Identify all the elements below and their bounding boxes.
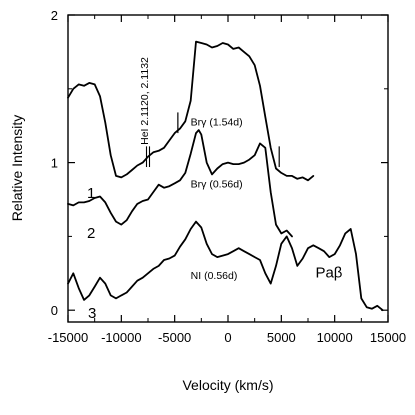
x-tick-label: -15000 bbox=[48, 330, 88, 345]
series-label-3: 3 bbox=[88, 305, 96, 322]
marker-lines bbox=[145, 112, 280, 168]
x-tick-label: 10000 bbox=[317, 330, 353, 345]
annotation-ni: NI (0.56d) bbox=[191, 270, 238, 282]
series-lines bbox=[67, 40, 384, 312]
x-tick-label: 5000 bbox=[267, 330, 296, 345]
x-tick-label: 15000 bbox=[370, 330, 406, 345]
series-label-1: 1 bbox=[87, 185, 95, 202]
x-axis-label: Velocity (km/s) bbox=[182, 377, 273, 393]
axis-ticks: -15000 -10000 -5000 0 5000 10000 15000 0 1 2 bbox=[48, 8, 406, 345]
y-axis-label: Relative Intensity bbox=[9, 115, 25, 222]
annotation-hei: HeI 2.1120, 2.1132 bbox=[139, 57, 151, 145]
x-tick-label: 0 bbox=[224, 330, 231, 345]
annotation-pabeta: Paβ bbox=[315, 265, 342, 282]
y-tick-label: 0 bbox=[51, 303, 58, 318]
series-line-3 bbox=[67, 220, 384, 312]
y-tick-label: 1 bbox=[51, 156, 58, 171]
annotation-brgamma-2: Brγ (0.56d) bbox=[191, 179, 243, 191]
y-tick-label: 2 bbox=[51, 8, 58, 23]
series-line-1 bbox=[67, 40, 315, 182]
series-label-2: 2 bbox=[87, 225, 95, 242]
x-tick-label: -5000 bbox=[158, 330, 191, 345]
x-tick-label: -10000 bbox=[101, 330, 141, 345]
series-line-2 bbox=[67, 129, 293, 238]
annotation-brgamma-1: Brγ (1.54d) bbox=[191, 117, 243, 129]
